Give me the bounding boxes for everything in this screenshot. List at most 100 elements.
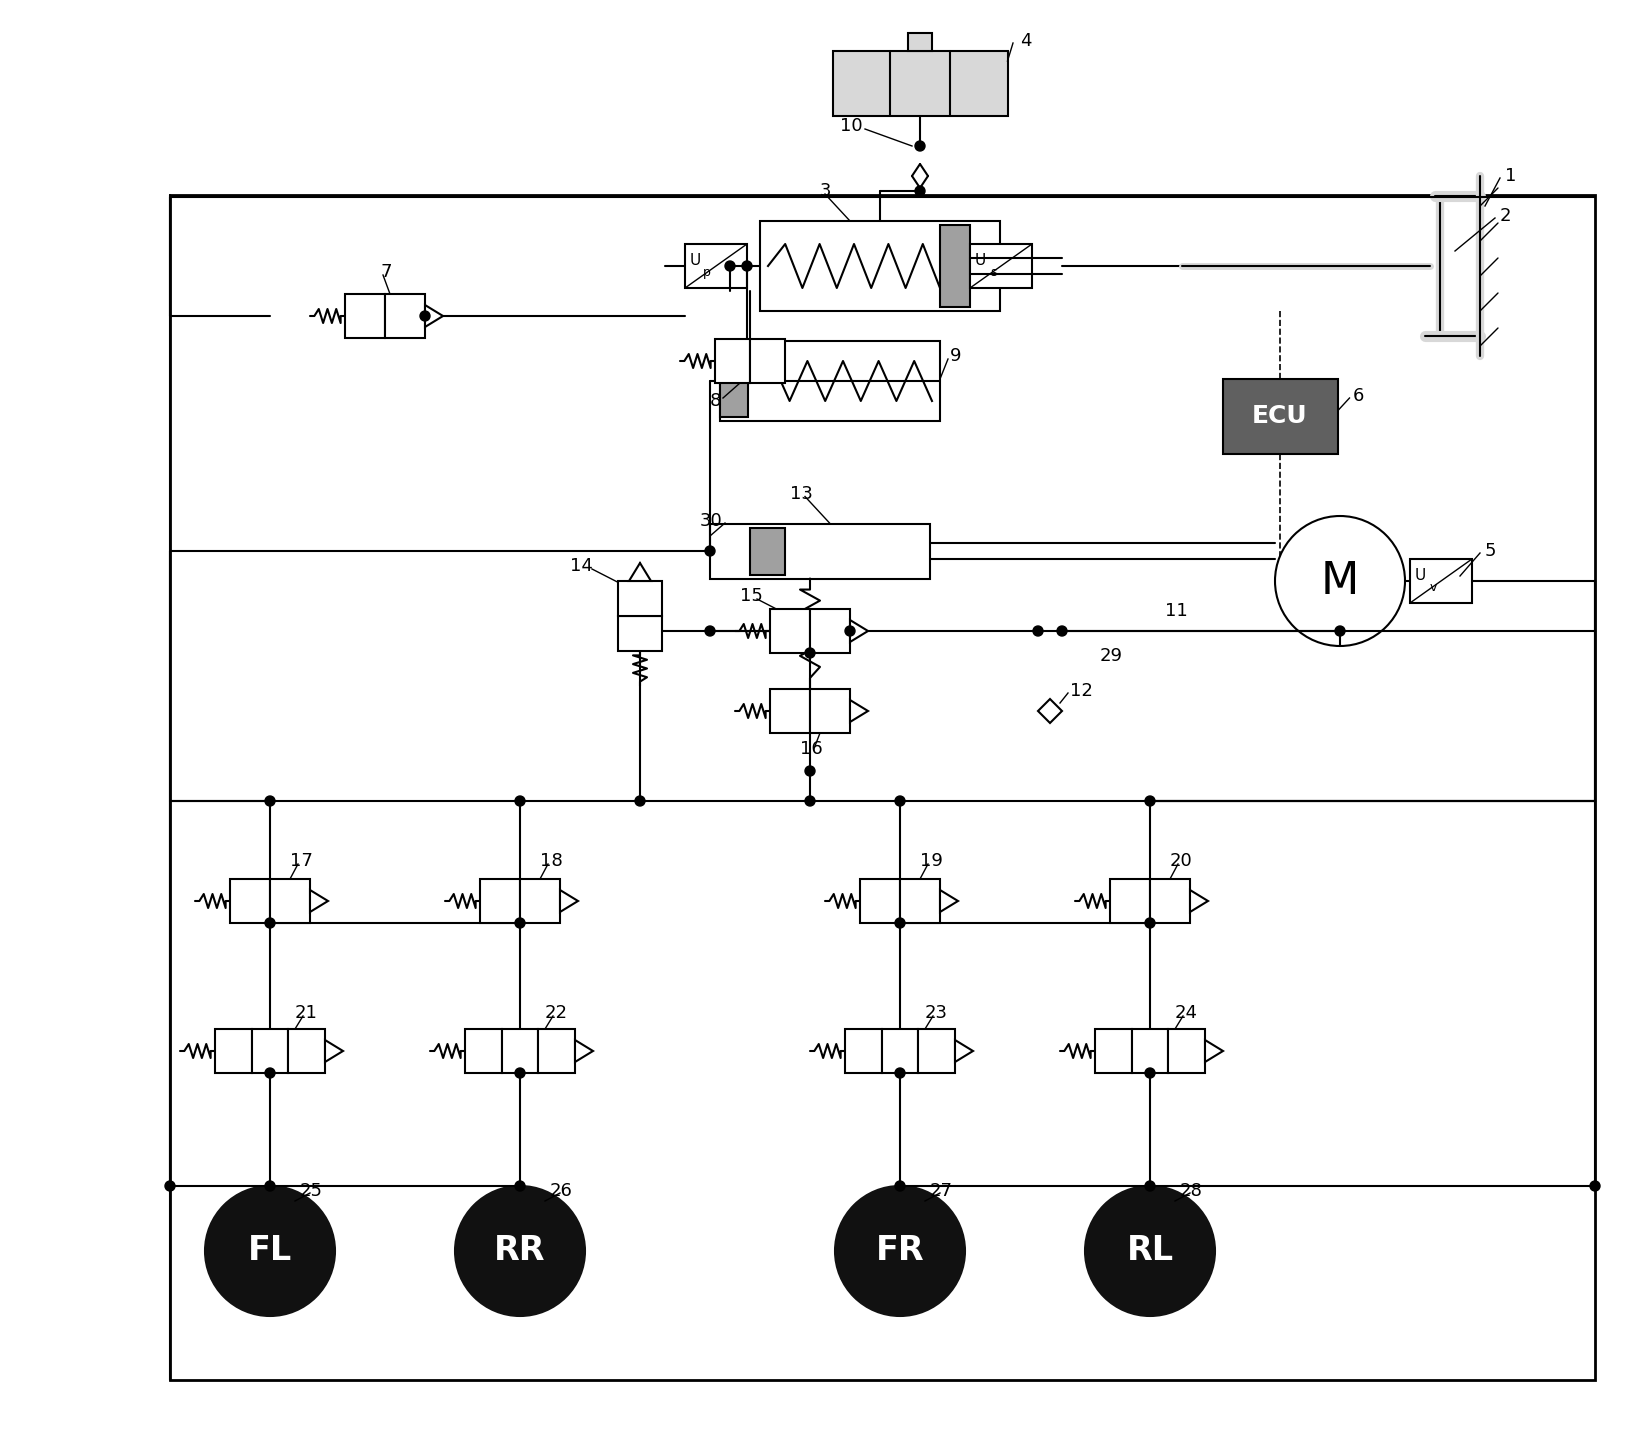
Text: 16: 16 [800, 740, 822, 757]
Circle shape [515, 797, 525, 805]
Circle shape [204, 1185, 335, 1316]
Bar [1110, 879, 1149, 923]
Polygon shape [850, 620, 868, 641]
Text: RR: RR [494, 1235, 546, 1268]
Text: 2: 2 [1499, 207, 1511, 225]
Circle shape [845, 625, 855, 636]
Text: 7: 7 [379, 263, 391, 281]
Text: 23: 23 [925, 1004, 948, 1022]
Circle shape [1144, 797, 1154, 805]
Circle shape [705, 625, 714, 636]
Text: 20: 20 [1171, 852, 1194, 871]
Text: 17: 17 [289, 852, 312, 871]
Bar [252, 1029, 288, 1072]
Text: U: U [974, 252, 986, 267]
Bar [685, 244, 747, 287]
Bar [899, 879, 940, 923]
Polygon shape [561, 889, 579, 913]
Bar [464, 1029, 502, 1072]
Text: FL: FL [249, 1235, 293, 1268]
Polygon shape [850, 699, 868, 723]
Bar [845, 1029, 881, 1072]
Text: 13: 13 [790, 485, 813, 502]
Circle shape [515, 1068, 525, 1078]
Circle shape [916, 186, 925, 196]
Text: 19: 19 [921, 852, 943, 871]
Circle shape [804, 797, 814, 805]
Bar [970, 244, 1032, 287]
Circle shape [515, 918, 525, 929]
Text: RL: RL [1127, 1235, 1174, 1268]
Text: M: M [1321, 560, 1359, 602]
Bar [170, 194, 1596, 1380]
Circle shape [1144, 1181, 1154, 1191]
Bar [345, 295, 384, 338]
Text: 12: 12 [1069, 682, 1092, 699]
Bar [1149, 879, 1190, 923]
Text: 1: 1 [1504, 167, 1516, 184]
Bar [809, 609, 850, 653]
Bar [760, 221, 1001, 311]
Circle shape [1144, 918, 1154, 929]
Bar [288, 1029, 325, 1072]
Bar [809, 689, 850, 733]
Circle shape [804, 766, 814, 776]
Bar [860, 879, 899, 923]
Bar [1131, 1029, 1169, 1072]
Bar [907, 33, 932, 51]
Bar [832, 51, 1007, 116]
Text: ECU: ECU [1252, 403, 1308, 428]
Bar [481, 879, 520, 923]
Polygon shape [325, 1040, 343, 1062]
Bar [714, 340, 750, 383]
Circle shape [515, 1181, 525, 1191]
Bar [881, 1029, 919, 1072]
Circle shape [420, 311, 430, 321]
Bar [770, 609, 809, 653]
Bar [502, 1029, 538, 1072]
Circle shape [894, 797, 906, 805]
Circle shape [265, 1068, 275, 1078]
Circle shape [265, 1181, 275, 1191]
Text: 8: 8 [710, 392, 721, 411]
Bar [231, 879, 270, 923]
Text: 11: 11 [1166, 602, 1187, 620]
Circle shape [1275, 517, 1404, 646]
Text: 10: 10 [840, 118, 863, 135]
Text: U: U [1414, 567, 1426, 582]
Circle shape [1336, 625, 1346, 636]
Circle shape [634, 797, 644, 805]
Circle shape [1144, 1068, 1154, 1078]
Polygon shape [1205, 1040, 1223, 1062]
Text: 30: 30 [700, 512, 723, 530]
Polygon shape [576, 1040, 594, 1062]
Bar [710, 524, 930, 579]
Circle shape [742, 261, 752, 271]
Text: 14: 14 [571, 557, 594, 575]
Text: s: s [991, 266, 996, 279]
Circle shape [265, 797, 275, 805]
Bar [618, 617, 662, 651]
Polygon shape [1190, 889, 1208, 913]
Text: 18: 18 [540, 852, 562, 871]
Circle shape [1056, 625, 1068, 636]
Circle shape [894, 1181, 906, 1191]
Circle shape [835, 1185, 965, 1316]
Polygon shape [629, 563, 651, 580]
Text: p: p [703, 266, 711, 279]
Circle shape [916, 141, 925, 151]
Circle shape [165, 1181, 175, 1191]
Bar [719, 341, 940, 421]
Bar [750, 528, 785, 575]
Text: 4: 4 [1020, 32, 1032, 49]
Circle shape [705, 546, 714, 556]
Bar [750, 340, 785, 383]
Text: v: v [1431, 580, 1437, 593]
Bar [538, 1029, 576, 1072]
Bar [719, 345, 747, 416]
Text: 22: 22 [544, 1004, 567, 1022]
Text: 24: 24 [1176, 1004, 1198, 1022]
Circle shape [265, 918, 275, 929]
Polygon shape [425, 305, 443, 326]
Circle shape [804, 649, 814, 657]
